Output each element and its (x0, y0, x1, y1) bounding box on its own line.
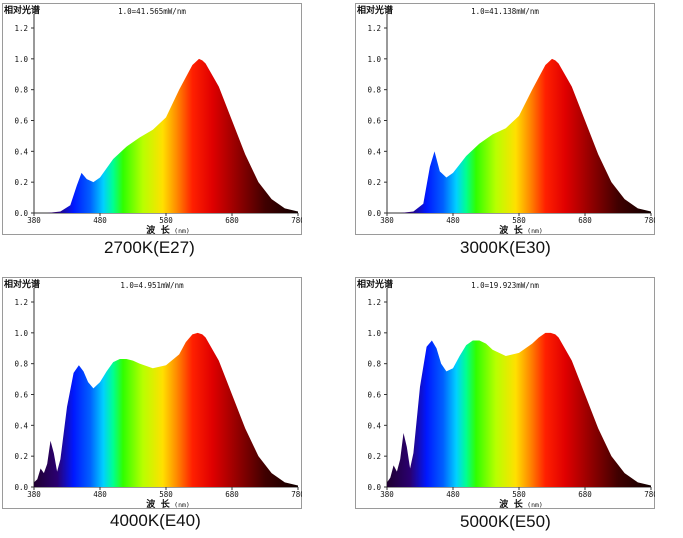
cct-caption-3000k: 3000K(E30) (460, 238, 551, 257)
y-axis-label: 相对光谱 (4, 6, 41, 16)
scale-note: 1.0=4.951mW/nm (120, 281, 184, 290)
x-tick-label: 380 (380, 490, 394, 499)
spectrum-panel-4000k: 相对光谱 1.0=4.951mW/nm 0.0 0.2 0.4 0.6 0.8 1.0 1.… (2, 277, 302, 509)
x-tick-label: 680 (578, 490, 592, 499)
y-tick-label: 0.2 (367, 178, 381, 187)
y-tick-label: 0.0 (367, 483, 381, 492)
x-tick-label: 780 (291, 216, 302, 225)
x-axis-unit: (nm) (174, 501, 190, 509)
x-tick-label: 580 (159, 490, 173, 499)
y-tick-label: 0.4 (14, 421, 28, 430)
y-tick-label: 0.0 (14, 483, 28, 492)
spectrum-chart: 0.0 0.2 0.4 0.6 0.8 1.0 1.2 380 480 580 680 780 波 长 (… (367, 14, 655, 235)
y-tick-label: 0.4 (14, 147, 28, 156)
y-tick-label: 0.8 (14, 360, 28, 369)
y-tick-label: 0.6 (367, 391, 381, 400)
spectrum-area (387, 332, 651, 487)
y-tick-label: 1.2 (367, 24, 381, 33)
y-tick-label: 0.6 (14, 391, 28, 400)
y-tick-label: 1.2 (14, 24, 28, 33)
x-tick-label: 780 (644, 216, 655, 225)
scale-note: 1.0=41.138mW/nm (471, 7, 539, 16)
y-tick-label: 0.2 (14, 178, 28, 187)
panel-frame (355, 3, 655, 235)
y-tick-label: 1.0 (367, 329, 381, 338)
y-tick-label: 0.8 (367, 86, 381, 95)
x-tick-label: 680 (225, 490, 239, 499)
cct-caption-2700k: 2700K(E27) (104, 238, 195, 257)
x-tick-label: 780 (644, 490, 655, 499)
y-axis-label: 相对光谱 (4, 280, 41, 290)
scale-note: 1.0=41.565mW/nm (118, 7, 186, 16)
x-axis-label: 波 长 (499, 498, 523, 509)
spectrum-area (34, 332, 298, 487)
y-tick-label: 0.0 (367, 209, 381, 218)
y-tick-label: 0.6 (14, 117, 28, 126)
x-tick-label: 580 (512, 216, 526, 225)
x-tick-label: 780 (291, 490, 302, 499)
x-axis-label: 波 长 (146, 498, 170, 509)
x-tick-label: 480 (446, 216, 460, 225)
x-tick-label: 380 (27, 216, 41, 225)
y-axis-label: 相对光谱 (357, 280, 394, 290)
panel-frame (2, 3, 302, 235)
y-tick-label: 0.8 (367, 360, 381, 369)
cct-caption-4000k: 4000K(E40) (110, 511, 201, 530)
scale-note: 1.0=19.923mW/nm (471, 281, 539, 290)
x-tick-label: 580 (159, 216, 173, 225)
x-axis-unit: (nm) (174, 227, 190, 235)
x-tick-label: 480 (446, 490, 460, 499)
y-axis-label: 相对光谱 (357, 6, 394, 16)
x-tick-label: 680 (578, 216, 592, 225)
x-axis-unit: (nm) (527, 501, 543, 509)
x-tick-label: 580 (512, 490, 526, 499)
y-tick-label: 0.2 (367, 452, 381, 461)
spectrum-area (387, 58, 651, 213)
spectrum-chart: 0.0 0.2 0.4 0.6 0.8 1.0 1.2 380 480 580 680 780 波 长 (… (14, 288, 302, 509)
y-tick-label: 1.2 (14, 298, 28, 307)
spectrum-chart: 0.0 0.2 0.4 0.6 0.8 1.0 1.2 380 480 580 680 780 波 长 (… (14, 14, 302, 235)
spectrum-chart: 0.0 0.2 0.4 0.6 0.8 1.0 1.2 380 480 580 680 780 波 长 (… (367, 288, 655, 509)
spectrum-panel-5000k: 相对光谱 1.0=19.923mW/nm 0.0 0.2 0.4 0.6 0.8 1.0 1… (355, 277, 655, 509)
x-tick-label: 380 (380, 216, 394, 225)
y-tick-label: 1.0 (14, 329, 28, 338)
x-axis-unit: (nm) (527, 227, 543, 235)
y-tick-label: 0.0 (14, 209, 28, 218)
spectrum-panel-2700k: 相对光谱 1.0=41.565mW/nm 0.0 0.2 0.4 0.6 0.8 1.0 1… (2, 3, 302, 235)
spectrum-area (34, 58, 298, 213)
y-tick-label: 0.8 (14, 86, 28, 95)
x-tick-label: 480 (93, 216, 107, 225)
x-axis-label: 波 长 (499, 224, 523, 235)
y-tick-label: 0.6 (367, 117, 381, 126)
panel-frame (355, 277, 655, 509)
y-tick-label: 1.2 (367, 298, 381, 307)
spectrum-panel-3000k: 相对光谱 1.0=41.138mW/nm 0.0 0.2 0.4 0.6 0.8 1.0 1… (355, 3, 655, 235)
y-tick-label: 0.4 (367, 147, 381, 156)
cct-caption-5000k: 5000K(E50) (460, 512, 551, 531)
x-tick-label: 480 (93, 490, 107, 499)
x-axis-label: 波 长 (146, 224, 170, 235)
y-tick-label: 0.4 (367, 421, 381, 430)
panel-frame (2, 277, 302, 509)
y-tick-label: 0.2 (14, 452, 28, 461)
y-tick-label: 1.0 (367, 55, 381, 64)
x-tick-label: 680 (225, 216, 239, 225)
x-tick-label: 380 (27, 490, 41, 499)
y-tick-label: 1.0 (14, 55, 28, 64)
